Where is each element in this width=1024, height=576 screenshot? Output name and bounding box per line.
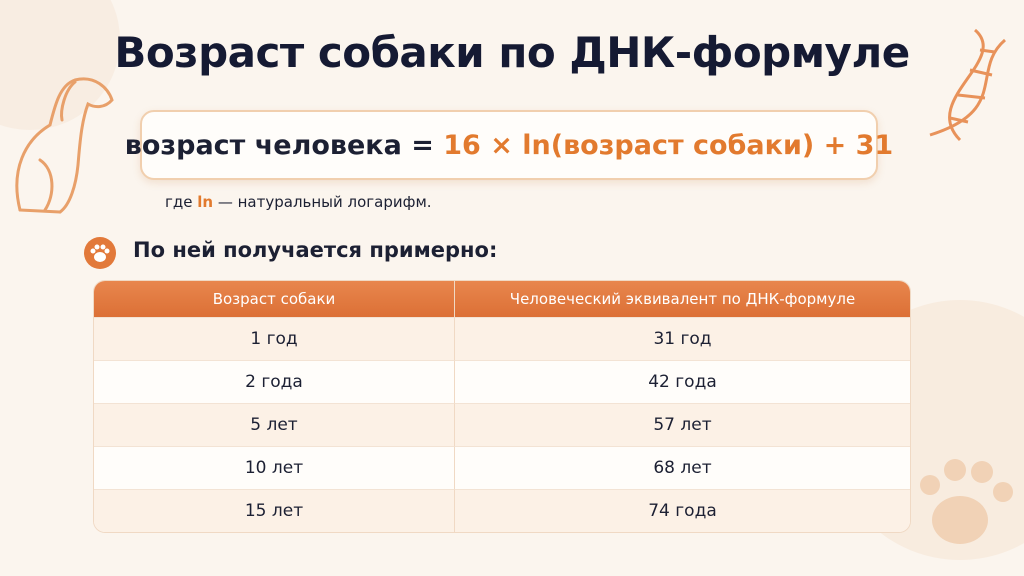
dog-outline (15, 77, 114, 214)
paw-print (920, 459, 1013, 544)
note-rest: — натуральный логарифм. (213, 193, 432, 211)
formula-right: 16 × ln(возраст собаки) + 31 (443, 129, 894, 161)
paw-icon (84, 237, 116, 269)
column-header: Человеческий эквивалент по ДНК-формуле (455, 281, 910, 317)
table-cell: 57 лет (455, 403, 910, 446)
note: где ln — натуральный логарифм. (165, 193, 432, 211)
table-cell: 5 лет (94, 403, 455, 446)
column-header: Возраст собаки (94, 281, 455, 317)
table-cell: 2 года (94, 360, 455, 403)
table-body: 1 год 31 год 2 года 42 года 5 лет 57 лет 10 ле… (94, 317, 910, 532)
table-cell: 15 лет (94, 489, 455, 532)
table-cell: 31 год (455, 317, 910, 360)
note-term: ln (197, 193, 214, 211)
table-row: 5 лет 57 лет (94, 403, 910, 446)
table-cell: 42 года (455, 360, 910, 403)
formula-box: возраст человека = 16 × ln(возраст собак… (125, 110, 893, 180)
section-heading: По ней получается примерно: (133, 238, 498, 262)
table-cell: 68 лет (455, 446, 910, 489)
table-cell: 10 лет (94, 446, 455, 489)
table-cell: 74 года (455, 489, 910, 532)
formula-left: возраст человека = (124, 129, 444, 161)
table-row: 1 год 31 год (94, 317, 910, 360)
age-table: Возраст собаки Человеческий эквивалент по… (93, 280, 911, 533)
note-prefix: где (165, 193, 198, 211)
table-row: 2 года 42 года (94, 360, 910, 403)
background-blob (0, 0, 120, 130)
table-row: 10 лет 68 лет (94, 446, 910, 489)
dna-icon (929, 28, 1006, 142)
header-row: Возраст собаки Человеческий эквивалент по… (94, 281, 910, 317)
title: Возраст собаки по ДНК-формуле (114, 28, 910, 77)
table-cell: 1 год (94, 317, 455, 360)
table-row: 15 лет 74 года (94, 489, 910, 532)
